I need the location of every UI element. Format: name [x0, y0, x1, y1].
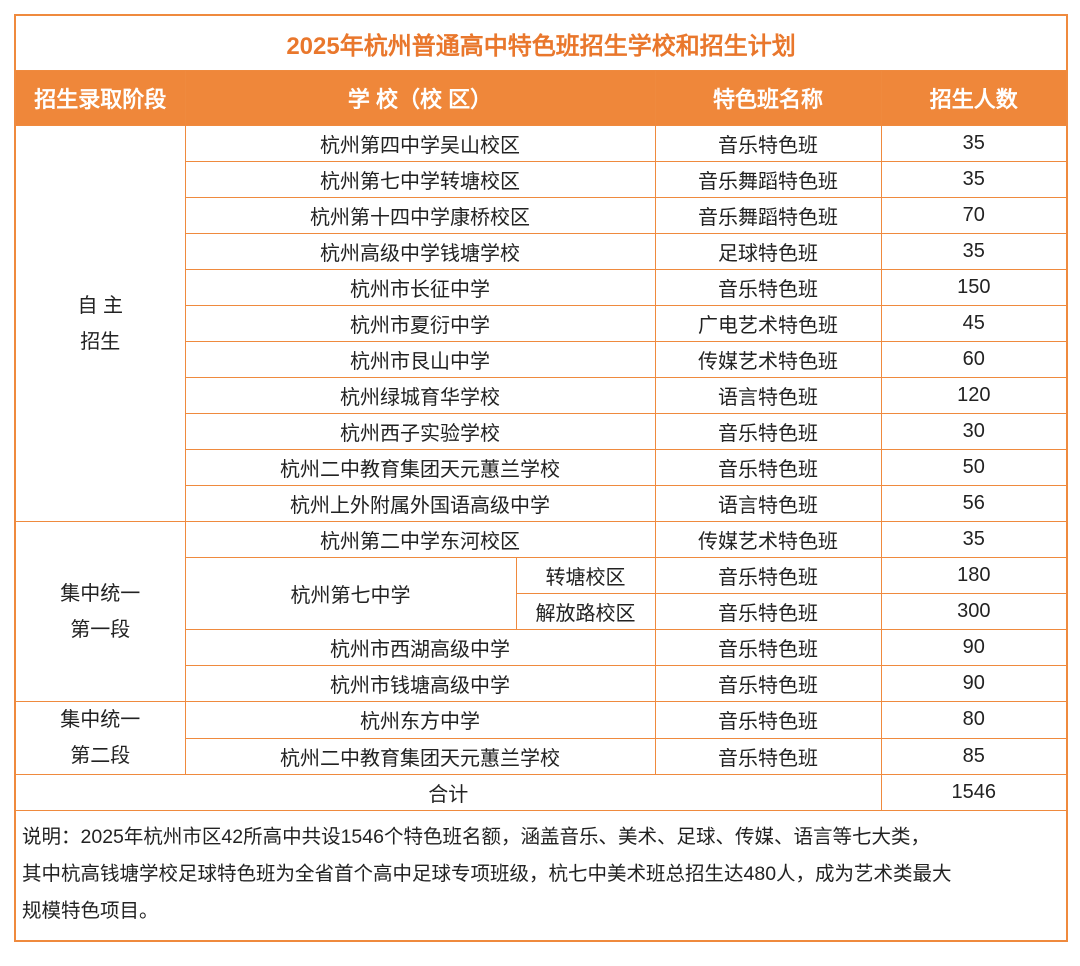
school-cell: 杭州绿城育华学校	[184, 377, 656, 414]
school-cell: 杭州第二中学东河校区	[184, 521, 656, 558]
total-value: 1546	[880, 774, 1068, 811]
class-cell: 传媒艺术特色班	[654, 341, 882, 378]
school-cell: 杭州市艮山中学	[184, 341, 656, 378]
data-row: 集中统一 第二段 杭州东方中学 音乐特色班 80	[14, 701, 1068, 775]
class-cell: 音乐特色班	[654, 557, 882, 594]
count-cell: 50	[880, 449, 1068, 486]
class-cell: 足球特色班	[654, 233, 882, 270]
class-cell: 语言特色班	[654, 485, 882, 522]
class-cell: 音乐特色班	[654, 701, 882, 739]
data-row: 杭州市钱塘高级中学 音乐特色班 90	[15, 665, 1068, 702]
stage-text: 第一段	[70, 618, 131, 641]
class-cell: 音乐舞蹈特色班	[654, 161, 882, 198]
count-cell: 70	[880, 197, 1068, 234]
class-cell: 广电艺术特色班	[654, 305, 882, 342]
count-cell: 56	[880, 485, 1068, 522]
data-row: 杭州上外附属外国语高级中学 语言特色班 56	[15, 485, 1068, 522]
data-row: 杭州市西湖高级中学 音乐特色班 90	[15, 629, 1068, 666]
stage-text: 第二段	[70, 745, 131, 767]
school-cell: 杭州第七中学	[184, 557, 517, 630]
count-cell: 80	[880, 701, 1068, 739]
data-row: 杭州第七中学转塘校区 音乐舞蹈特色班 35	[15, 161, 1068, 198]
school-cell: 杭州市长征中学	[184, 269, 656, 306]
class-cell: 音乐特色班	[654, 737, 882, 775]
class-cell: 音乐特色班	[654, 593, 882, 630]
count-cell: 35	[880, 125, 1068, 162]
count-cell: 85	[880, 737, 1068, 775]
stage-cell: 集中统一 第二段	[14, 701, 186, 775]
data-row: 杭州高级中学钱塘学校 足球特色班 35	[15, 233, 1068, 270]
data-row: 杭州市艮山中学 传媒艺术特色班 60	[15, 341, 1068, 378]
column-header: 招生录取阶段	[14, 70, 186, 126]
school-cell: 杭州市西湖高级中学	[184, 629, 656, 666]
campus-cell: 转塘校区	[515, 557, 656, 594]
data-row: 杭州绿城育华学校 语言特色班 120	[15, 377, 1068, 414]
school-cell: 杭州市夏衍中学	[184, 305, 656, 342]
title-row: 2025年杭州普通高中特色班招生学校和招生计划	[14, 14, 1068, 71]
enrollment-table: 2025年杭州普通高中特色班招生学校和招生计划 招生录取阶段学 校（校 区） 特色班…	[14, 14, 1069, 942]
school-cell: 杭州高级中学钱塘学校	[184, 233, 656, 270]
count-cell: 90	[880, 665, 1068, 702]
note-cell: 说明：2025年杭州市区42所高中共设1546个特色班名额，涵盖音乐、美术、足球…	[14, 810, 1068, 942]
class-cell: 传媒艺术特色班	[654, 521, 882, 558]
data-row: 杭州市长征中学 音乐特色班 150	[15, 269, 1068, 306]
data-row: 杭州二中教育集团天元蕙兰学校 音乐特色班 85	[15, 737, 1068, 775]
count-cell: 35	[880, 521, 1068, 558]
class-cell: 音乐特色班	[654, 665, 882, 702]
class-cell: 音乐特色班	[654, 629, 882, 666]
column-header: 特色班名称	[654, 70, 882, 126]
total-label: 合计	[14, 774, 882, 811]
stage-cell: 集中统一 第一段	[14, 521, 186, 702]
total-row: 合计 1546	[14, 774, 1068, 811]
class-cell: 音乐特色班	[654, 449, 882, 486]
school-cell: 杭州二中教育集团天元蕙兰学校	[184, 449, 656, 486]
school-cell: 杭州上外附属外国语高级中学	[184, 485, 656, 522]
class-cell: 音乐特色班	[654, 269, 882, 306]
school-cell: 杭州第四中学吴山校区	[184, 125, 656, 162]
class-cell: 音乐特色班	[654, 125, 882, 162]
count-cell: 60	[880, 341, 1068, 378]
school-cell: 杭州市钱塘高级中学	[184, 665, 656, 702]
school-cell: 杭州东方中学	[184, 701, 656, 739]
class-cell: 语言特色班	[654, 377, 882, 414]
campus-cell: 解放路校区	[515, 593, 656, 630]
note-row: 说明：2025年杭州市区42所高中共设1546个特色班名额，涵盖音乐、美术、足球…	[14, 810, 1068, 942]
count-cell: 90	[880, 629, 1068, 666]
table-title: 2025年杭州普通高中特色班招生学校和招生计划	[14, 14, 1068, 71]
school-cell: 杭州第七中学转塘校区	[184, 161, 656, 198]
data-row: 集中统一 第一段 杭州第二中学东河校区 传媒艺术特色班 35	[14, 521, 1068, 702]
stage-cell: 自 主招生	[14, 125, 186, 522]
data-row: 杭州二中教育集团天元蕙兰学校 音乐特色班 50	[15, 449, 1068, 486]
count-cell: 120	[880, 377, 1068, 414]
data-row: 自 主招生 杭州第四中学吴山校区 音乐特色班 35	[14, 125, 1068, 522]
count-cell: 300	[880, 593, 1068, 630]
data-row: 杭州第七中学 转塘校区 音乐特色班 180	[15, 557, 1068, 630]
count-cell: 35	[880, 161, 1068, 198]
note-line: 规模特色项目。	[22, 900, 159, 922]
stage-text: 集中统一	[60, 582, 141, 605]
header-row: 招生录取阶段学 校（校 区） 特色班名称 招生人数	[14, 70, 1068, 126]
school-cell: 杭州西子实验学校	[184, 413, 656, 450]
stage-text: 集中统一	[60, 709, 141, 731]
column-header: 学 校（校 区）	[184, 70, 656, 126]
data-row: 杭州市夏衍中学 广电艺术特色班 45	[15, 305, 1068, 342]
count-cell: 30	[880, 413, 1068, 450]
stage-text: 自 主	[77, 294, 124, 317]
data-row: 杭州西子实验学校 音乐特色班 30	[15, 413, 1068, 450]
count-cell: 150	[880, 269, 1068, 306]
stage-text: 招生	[80, 330, 121, 353]
class-cell: 音乐特色班	[654, 413, 882, 450]
note-line: 说明：2025年杭州市区42所高中共设1546个特色班名额，涵盖音乐、美术、足球…	[22, 826, 930, 848]
school-cell: 杭州二中教育集团天元蕙兰学校	[184, 737, 656, 775]
school-cell: 杭州第十四中学康桥校区	[184, 197, 656, 234]
column-header: 招生人数	[880, 70, 1068, 126]
class-cell: 音乐舞蹈特色班	[654, 197, 882, 234]
data-row: 杭州第十四中学康桥校区 音乐舞蹈特色班 70	[15, 197, 1068, 234]
count-cell: 180	[880, 557, 1068, 594]
note-line: 其中杭高钱塘学校足球特色班为全省首个高中足球专项班级，杭七中美术班总招生达480…	[22, 863, 952, 885]
count-cell: 35	[880, 233, 1068, 270]
count-cell: 45	[880, 305, 1068, 342]
